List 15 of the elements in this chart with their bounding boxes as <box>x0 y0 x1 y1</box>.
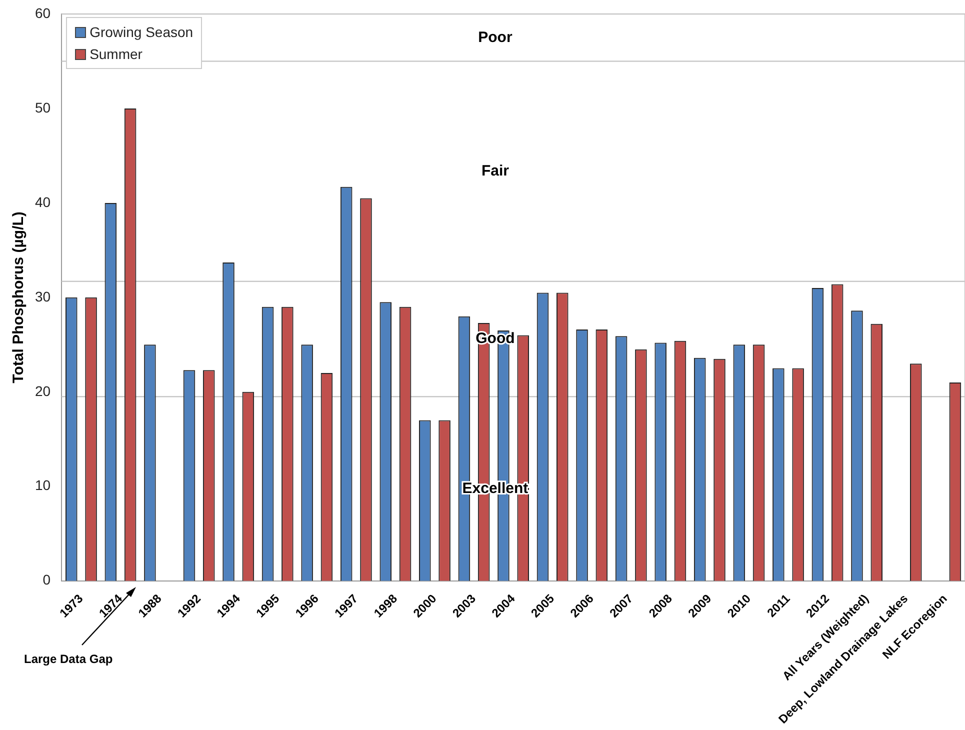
y-axis-title: Total Phosphorus (µg/L) <box>10 212 28 384</box>
text: Large Data Gap <box>24 652 113 666</box>
y-tick-label: 30 <box>34 288 51 304</box>
annotation: Excellent <box>462 480 528 497</box>
annotation: Fair <box>481 162 510 180</box>
annotation: Good <box>476 330 515 348</box>
annotation: Poor <box>478 28 512 46</box>
y-tick-label: 10 <box>34 477 51 494</box>
legend-label: Growing Season <box>90 23 194 42</box>
y-tick-label: 20 <box>34 382 51 399</box>
y-tick-label: 0 <box>42 572 51 588</box>
legend-label: Summer <box>90 45 142 64</box>
y-tick-label: 50 <box>34 99 51 116</box>
y-tick-label: 40 <box>34 194 51 210</box>
y-tick-label: 60 <box>34 4 51 21</box>
